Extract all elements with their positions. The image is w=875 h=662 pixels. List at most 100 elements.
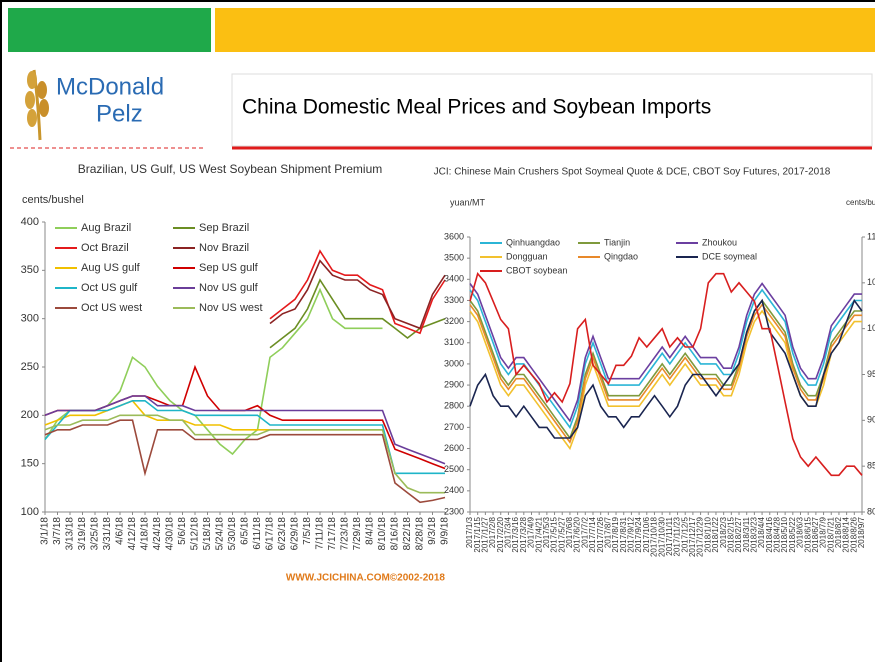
legend-label: Aug US gulf xyxy=(81,262,141,274)
x-tick-label: 2018/6/27 xyxy=(811,516,820,552)
x-tick-label: 2017/1/15 xyxy=(473,516,482,552)
x-tick-label: 8/28/18 xyxy=(415,517,426,551)
x-tick-label: 2017/4/9 xyxy=(527,516,536,548)
y2-tick-label: 1000 xyxy=(867,323,875,333)
x-tick-label: 2018/4/16 xyxy=(765,516,774,552)
chart-title: JCI: Chinese Main Crushers Spot Soymeal … xyxy=(434,167,831,178)
series-line xyxy=(269,259,446,330)
x-tick-label: 2017/11/23 xyxy=(673,516,682,556)
x-tick-label: 2017/12/29 xyxy=(696,516,705,557)
x-tick-label: 2018/7/21 xyxy=(826,516,835,552)
x-tick-label: 7/11/18 xyxy=(315,517,326,550)
x-tick-label: 2017/8/19 xyxy=(611,516,620,552)
series-line xyxy=(44,400,445,475)
x-tick-label: 8/22/18 xyxy=(402,517,413,551)
x-tick-label: 2017/6/8 xyxy=(565,516,574,548)
x-tick-label: 2018/1/10 xyxy=(703,516,712,552)
x-tick-label: 6/17/18 xyxy=(265,517,276,551)
x-tick-label: 2017/4/21 xyxy=(534,516,543,552)
x-tick-label: 2018/6/3 xyxy=(796,516,805,548)
x-tick-label: 9/9/18 xyxy=(440,517,451,545)
legend-label: Aug Brazil xyxy=(81,222,131,234)
x-tick-label: 2017/8/7 xyxy=(603,516,612,548)
y-tick-label: 200 xyxy=(21,409,39,421)
x-tick-label: 3/31/18 xyxy=(102,517,113,551)
legend-label: Tianjin xyxy=(604,237,630,247)
x-tick-label: 2018/8/14 xyxy=(842,516,851,552)
x-tick-label: 3/25/18 xyxy=(90,517,101,551)
y2-tick-label: 800 xyxy=(867,506,875,516)
x-tick-label: 2017/10/18 xyxy=(650,516,659,557)
x-tick-label: 2018/3/11 xyxy=(742,516,751,552)
y-tick-label: 2300 xyxy=(444,506,464,516)
y-tick-label: 250 xyxy=(21,361,39,373)
x-tick-label: 2018/4/4 xyxy=(757,516,766,548)
x-tick-label: 2018/5/10 xyxy=(780,516,789,552)
legend-label: Qingdao xyxy=(604,251,638,261)
series-line xyxy=(44,419,446,504)
logo-text: McDonald xyxy=(56,73,164,100)
x-tick-label: 2017/2/8 xyxy=(488,516,497,548)
legend-label: Sep US gulf xyxy=(199,262,259,274)
x-tick-label: 2017/3/28 xyxy=(519,516,528,552)
y2-axis-label: cents/bushel xyxy=(846,198,875,207)
x-tick-label: 2017/5/15 xyxy=(550,516,559,552)
x-tick-label: 2017/12/17 xyxy=(688,516,697,557)
x-tick-label: 2018/3/23 xyxy=(750,516,759,552)
legend-label: Dongguan xyxy=(506,251,548,261)
x-tick-label: 5/6/18 xyxy=(177,517,188,545)
y-axis-label: yuan/MT xyxy=(450,197,486,207)
y-tick-label: 2500 xyxy=(444,464,464,474)
x-tick-label: 2018/7/9 xyxy=(819,516,828,548)
x-tick-label: 6/11/18 xyxy=(252,517,263,550)
x-tick-label: 7/23/18 xyxy=(340,517,351,551)
x-tick-label: 2017/3/16 xyxy=(511,516,520,552)
x-tick-label: 5/12/18 xyxy=(190,517,201,551)
x-tick-label: 2017/11/11 xyxy=(665,516,674,555)
x-tick-label: 2017/5/3 xyxy=(542,516,551,548)
legend-label: Zhoukou xyxy=(702,237,737,247)
legend-label: Qinhuangdao xyxy=(506,237,560,247)
x-tick-label: 2018/2/15 xyxy=(726,516,735,552)
x-tick-label: 2018/5/22 xyxy=(788,516,797,552)
legend-label: Sep Brazil xyxy=(199,222,249,234)
x-tick-label: 4/6/18 xyxy=(115,517,126,545)
x-tick-label: 6/23/18 xyxy=(277,517,288,551)
y2-tick-label: 1100 xyxy=(867,231,875,241)
x-tick-label: 2017/5/27 xyxy=(557,516,566,552)
y-tick-label: 3300 xyxy=(444,295,464,305)
legend-label: Oct US west xyxy=(81,302,142,314)
series-line xyxy=(44,414,445,494)
x-tick-label: 2018/9/7 xyxy=(857,516,866,548)
y-tick-label: 3000 xyxy=(444,358,464,368)
y-tick-label: 350 xyxy=(21,264,39,276)
x-tick-label: 2017/1/3 xyxy=(465,516,474,548)
x-tick-label: 2017/7/2 xyxy=(580,516,589,548)
x-tick-label: 9/3/18 xyxy=(427,517,438,545)
chart-footer: WWW.JCICHINA.COM©2002-2018 xyxy=(286,573,446,584)
legend-label: Nov US gulf xyxy=(199,282,259,294)
slide-title: China Domestic Meal Prices and Soybean I… xyxy=(242,96,711,119)
series-line xyxy=(469,303,862,444)
legend-label: CBOT soybean xyxy=(506,265,567,275)
x-tick-label: 3/7/18 xyxy=(52,517,63,545)
x-tick-label: 5/18/18 xyxy=(202,517,213,551)
x-tick-label: 4/30/18 xyxy=(165,517,176,551)
legend-label: Nov US west xyxy=(199,302,263,314)
x-tick-label: 2018/6/15 xyxy=(803,516,812,552)
series-line xyxy=(469,282,862,423)
x-tick-label: 6/5/18 xyxy=(240,517,251,545)
x-tick-label: 8/10/18 xyxy=(377,517,388,551)
x-tick-label: 2018/8/2 xyxy=(834,516,843,548)
legend-label: DCE soymeal xyxy=(702,251,757,261)
y2-tick-label: 900 xyxy=(867,415,875,425)
series-line xyxy=(44,395,446,465)
y-tick-label: 3600 xyxy=(444,231,464,241)
legend-label: Oct Brazil xyxy=(81,242,129,254)
x-tick-label: 2017/6/20 xyxy=(573,516,582,552)
y-tick-label: 3400 xyxy=(444,274,464,284)
x-tick-label: 2017/1/27 xyxy=(480,516,489,552)
x-tick-label: 2018/2/3 xyxy=(719,516,728,548)
x-tick-label: 2017/7/26 xyxy=(596,516,605,552)
